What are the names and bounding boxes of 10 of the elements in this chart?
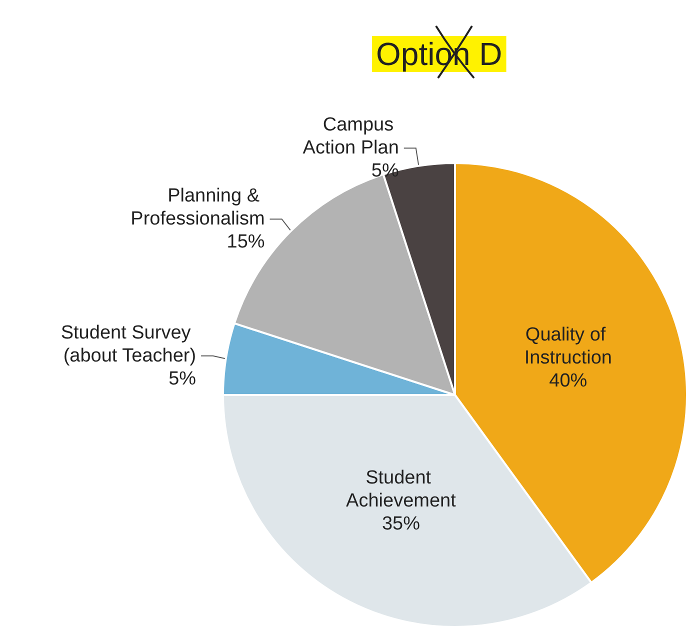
data-label: 35% [382, 514, 420, 535]
slice-label: Quality of Instruction [524, 324, 612, 369]
slice-label: Student Achievement [346, 468, 457, 512]
data-label: 40% [549, 370, 588, 392]
data-label: 5% [371, 160, 399, 182]
slice-label: Planning & Professionalism [130, 186, 265, 230]
slice-label: Campus Action Plan [302, 114, 399, 159]
slice-label: Student Survey (about Teacher) [60, 322, 196, 366]
data-label: 5% [168, 368, 196, 390]
data-label: 15% [226, 232, 265, 253]
